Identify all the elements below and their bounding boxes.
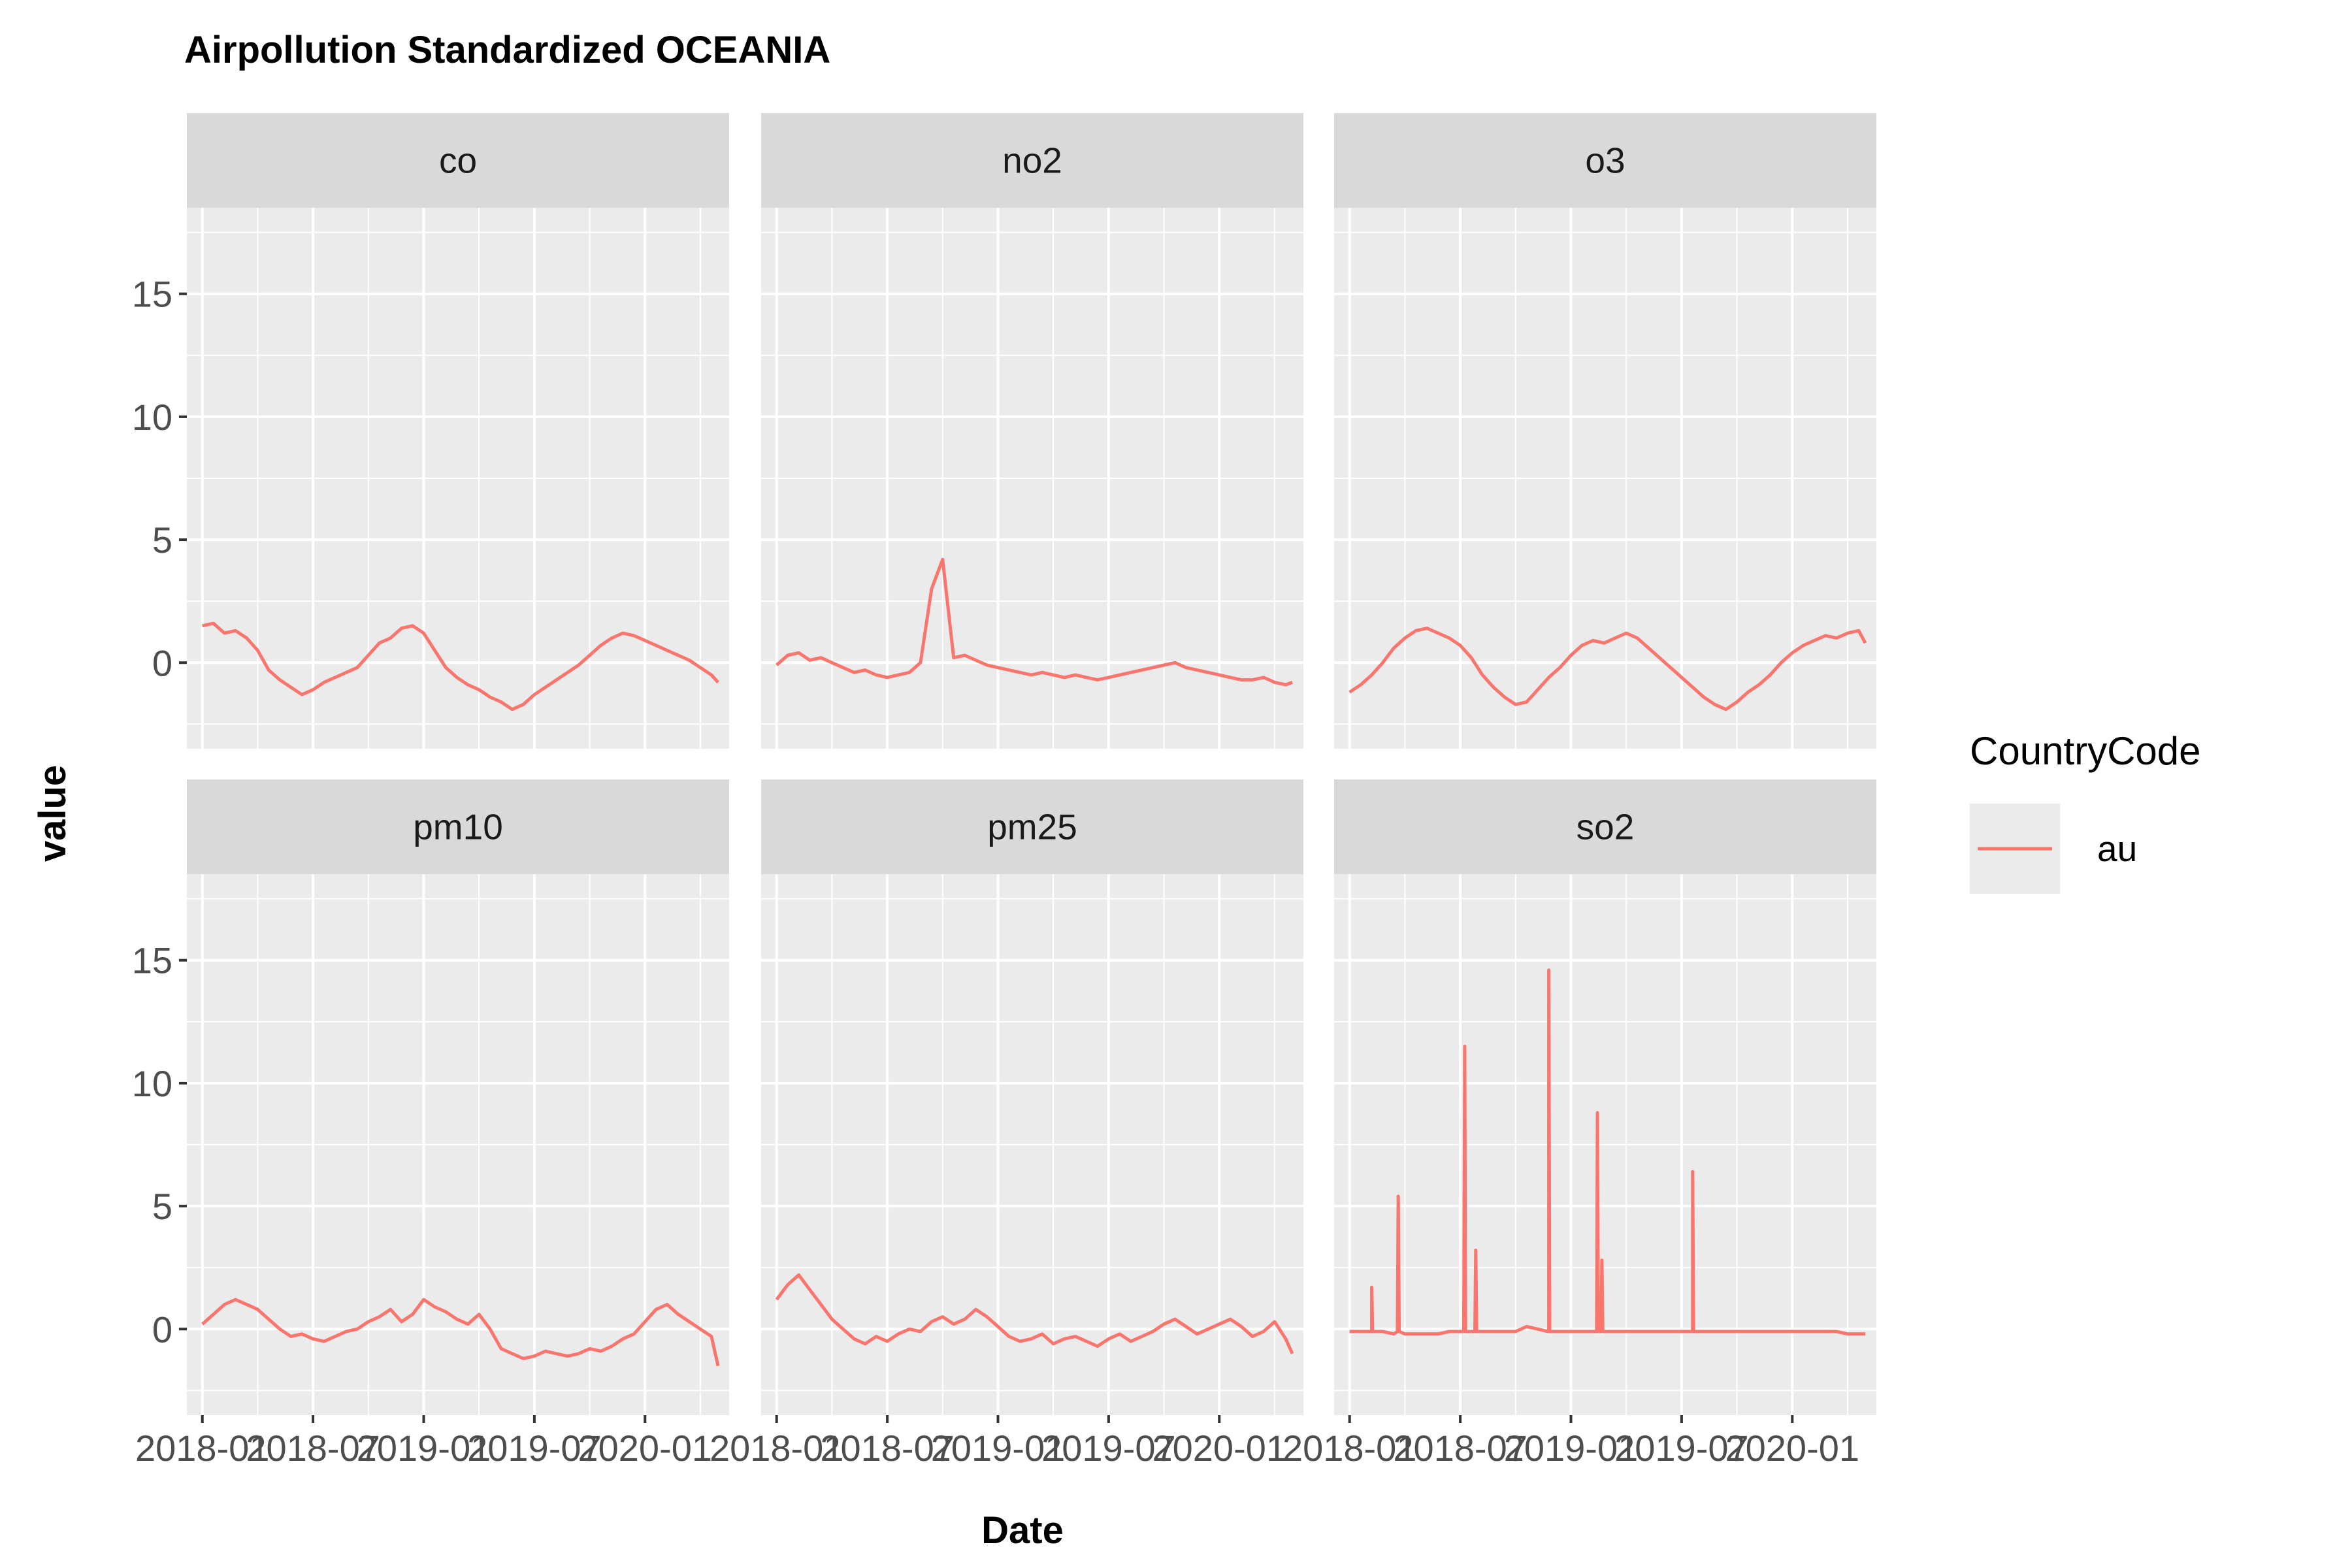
facet-strip-label: o3: [1585, 140, 1625, 181]
x-tick-label: 2019-01: [931, 1428, 1066, 1469]
y-tick-label: 5: [152, 1186, 172, 1227]
legend-title: CountryCode: [1970, 729, 2201, 773]
x-tick-label: 2018-01: [135, 1428, 270, 1469]
facet-o3: o3: [1334, 113, 1876, 749]
x-tick-label: 2019-01: [1504, 1428, 1639, 1469]
series-line-au: [201, 1298, 720, 1367]
chart-title: Airpollution Standardized OCEANIA: [184, 29, 830, 71]
x-tick-label: 2018-07: [1393, 1428, 1527, 1469]
x-tick-label: 2020-01: [1725, 1428, 1860, 1469]
facet-strip: [761, 779, 1303, 874]
facet-pm10: pm10: [187, 779, 729, 1415]
facet-strip: [761, 113, 1303, 208]
facet-strip: [187, 113, 729, 208]
x-tick-label: 2019-01: [357, 1428, 491, 1469]
x-tick-label: 2019-07: [1041, 1428, 1176, 1469]
facet-co: co: [187, 113, 729, 749]
y-tick-label: 15: [132, 940, 172, 981]
y-tick-label: 0: [152, 642, 172, 683]
facet-strip-label: co: [439, 140, 477, 181]
legend: CountryCode au: [1970, 729, 2201, 894]
y-tick-label: 10: [132, 397, 172, 438]
facet-pm25: pm25: [761, 779, 1303, 1415]
series-line-au: [776, 557, 1293, 687]
x-tick-label: 2019-07: [1614, 1428, 1749, 1469]
x-tick-label: 2018-01: [1282, 1428, 1417, 1469]
series-line-au: [202, 621, 719, 711]
x-axis-label: Date: [981, 1509, 1064, 1552]
y-tick-label: 5: [152, 519, 172, 561]
x-tick-label: 2020-01: [1152, 1428, 1287, 1469]
y-tick-label: 10: [132, 1063, 172, 1104]
y-tick-label: 15: [132, 274, 172, 315]
series-line-au: [1349, 968, 1866, 1336]
facet-strip: [1334, 113, 1876, 208]
y-axis-label: value: [31, 765, 74, 862]
x-tick-label: 2018-07: [820, 1428, 955, 1469]
legend-entry-au: au: [2097, 828, 2137, 869]
x-tick-label: 2018-07: [246, 1428, 380, 1469]
facet-strip-label: pm25: [987, 807, 1077, 847]
facet-strip-label: no2: [1002, 140, 1062, 181]
x-tick-label: 2020-01: [578, 1428, 713, 1469]
axes: 0510150510152018-012018-072019-012019-07…: [132, 274, 1859, 1469]
series-line-au: [1348, 627, 1867, 711]
y-tick-label: 0: [152, 1309, 172, 1350]
x-tick-label: 2019-07: [467, 1428, 602, 1469]
facet-strip: [187, 779, 729, 874]
facet-strip: [1334, 779, 1876, 874]
facet-so2: so2: [1334, 779, 1876, 1415]
facet-strip-label: so2: [1576, 807, 1635, 847]
facet-strip-label: pm10: [413, 807, 503, 847]
facet-panels: co no2 o3 pm10 pm25 so2: [187, 113, 1876, 1415]
facet-no2: no2: [761, 113, 1303, 749]
x-tick-label: 2018-01: [710, 1428, 844, 1469]
series-line-au: [775, 1273, 1294, 1354]
